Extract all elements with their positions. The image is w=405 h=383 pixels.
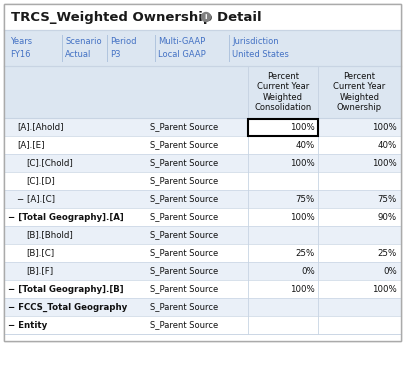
Text: United States: United States — [232, 50, 289, 59]
Bar — [4, 30, 401, 66]
Text: [B].[C]: [B].[C] — [26, 249, 54, 257]
Bar — [4, 154, 401, 172]
Text: − [Total Geography].[B]: − [Total Geography].[B] — [8, 285, 124, 293]
Text: S_Parent Source: S_Parent Source — [150, 123, 218, 131]
Bar — [4, 4, 401, 341]
Text: 75%: 75% — [378, 195, 397, 203]
Text: 100%: 100% — [372, 285, 397, 293]
Text: Percent
Current Year
Weighted
Consolidation: Percent Current Year Weighted Consolidat… — [254, 72, 311, 112]
Text: Jurisdiction: Jurisdiction — [232, 37, 279, 46]
Text: 100%: 100% — [290, 159, 315, 167]
Text: 100%: 100% — [372, 159, 397, 167]
Text: 25%: 25% — [378, 249, 397, 257]
Text: S_Parent Source: S_Parent Source — [150, 213, 218, 221]
Text: 75%: 75% — [296, 195, 315, 203]
Text: [B].[Bhold]: [B].[Bhold] — [26, 231, 73, 239]
Text: S_Parent Source: S_Parent Source — [150, 231, 218, 239]
Bar — [4, 66, 401, 118]
Text: [C].[D]: [C].[D] — [26, 177, 55, 185]
Bar — [4, 4, 401, 30]
Bar — [4, 172, 401, 190]
Bar — [4, 262, 401, 280]
Bar — [248, 118, 318, 136]
Text: 40%: 40% — [296, 141, 315, 149]
Text: [A].[E]: [A].[E] — [17, 141, 45, 149]
Text: 25%: 25% — [296, 249, 315, 257]
Text: 0%: 0% — [383, 267, 397, 275]
Text: FY16: FY16 — [10, 50, 30, 59]
Text: 100%: 100% — [290, 123, 315, 131]
Text: S_Parent Source: S_Parent Source — [150, 159, 218, 167]
Text: Multi-GAAP: Multi-GAAP — [158, 37, 205, 46]
Bar — [4, 280, 401, 298]
Text: S_Parent Source: S_Parent Source — [150, 177, 218, 185]
Circle shape — [202, 13, 211, 21]
Text: Actual: Actual — [65, 50, 92, 59]
Bar — [4, 226, 401, 244]
Text: S_Parent Source: S_Parent Source — [150, 267, 218, 275]
Bar — [4, 208, 401, 226]
Text: 90%: 90% — [378, 213, 397, 221]
Bar — [4, 190, 401, 208]
Text: TRCS_Weighted Ownership Detail: TRCS_Weighted Ownership Detail — [11, 10, 262, 23]
Bar — [4, 298, 401, 316]
Bar — [4, 316, 401, 334]
Text: Local GAAP: Local GAAP — [158, 50, 206, 59]
Text: S_Parent Source: S_Parent Source — [150, 303, 218, 311]
Text: S_Parent Source: S_Parent Source — [150, 285, 218, 293]
Text: S_Parent Source: S_Parent Source — [150, 141, 218, 149]
Text: i: i — [205, 14, 207, 20]
Bar — [4, 4, 401, 341]
Text: Years: Years — [10, 37, 32, 46]
Text: S_Parent Source: S_Parent Source — [150, 249, 218, 257]
Bar — [4, 136, 401, 154]
Text: − Entity: − Entity — [8, 321, 47, 329]
Text: 100%: 100% — [290, 285, 315, 293]
Text: − [Total Geography].[A]: − [Total Geography].[A] — [8, 213, 124, 221]
Text: Period: Period — [110, 37, 136, 46]
Text: S_Parent Source: S_Parent Source — [150, 195, 218, 203]
Text: [B].[F]: [B].[F] — [26, 267, 53, 275]
Text: − FCCS_Total Geography: − FCCS_Total Geography — [8, 303, 127, 311]
Text: 40%: 40% — [378, 141, 397, 149]
Text: S_Parent Source: S_Parent Source — [150, 321, 218, 329]
Text: [A].[Ahold]: [A].[Ahold] — [17, 123, 64, 131]
Text: 100%: 100% — [372, 123, 397, 131]
Text: Percent
Current Year
Weighted
Ownership: Percent Current Year Weighted Ownership — [333, 72, 386, 112]
Text: P3: P3 — [110, 50, 121, 59]
Text: 0%: 0% — [301, 267, 315, 275]
Text: − [A].[C]: − [A].[C] — [17, 195, 55, 203]
Text: 100%: 100% — [290, 213, 315, 221]
Bar — [4, 244, 401, 262]
Bar — [4, 334, 401, 341]
Text: Scenario: Scenario — [65, 37, 102, 46]
Text: [C].[Chold]: [C].[Chold] — [26, 159, 73, 167]
Bar — [4, 118, 401, 136]
